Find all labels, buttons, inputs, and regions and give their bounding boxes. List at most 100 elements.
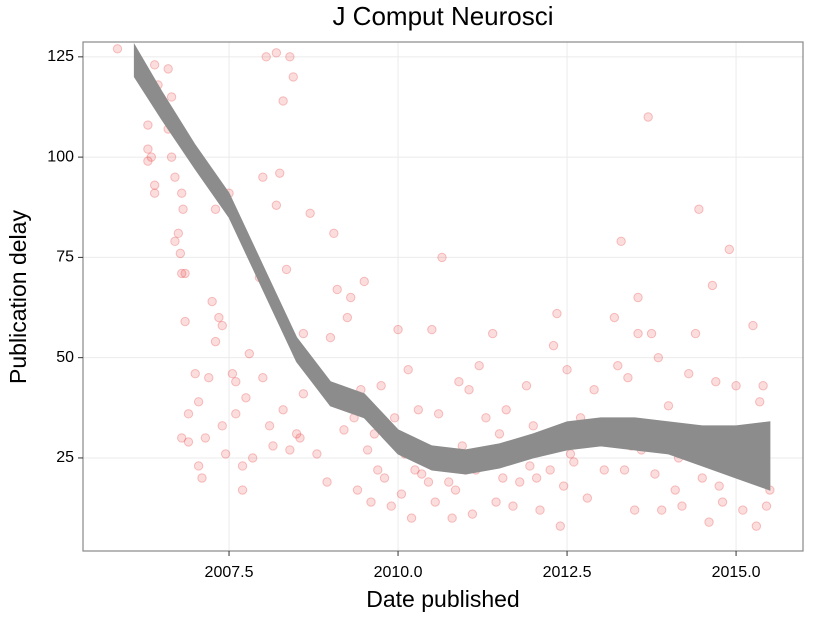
point	[528, 421, 538, 431]
point	[724, 244, 735, 255]
point	[558, 481, 569, 491]
point	[711, 377, 721, 387]
point	[464, 385, 474, 395]
point	[467, 509, 478, 519]
point	[376, 381, 386, 391]
point	[396, 489, 407, 499]
point	[599, 465, 609, 475]
point	[379, 473, 390, 483]
point	[623, 373, 633, 383]
point	[653, 352, 664, 363]
point	[487, 328, 498, 339]
panel-border	[82, 41, 804, 552]
point	[217, 421, 227, 431]
point	[180, 316, 190, 327]
point	[677, 501, 687, 511]
point	[619, 465, 630, 475]
point	[366, 497, 376, 507]
point	[508, 501, 518, 511]
point	[190, 369, 200, 379]
point	[285, 52, 295, 62]
x-tick-label: 2012.5	[543, 564, 592, 581]
point	[288, 72, 298, 82]
point	[149, 188, 160, 198]
point	[298, 328, 309, 339]
point	[112, 44, 123, 54]
point	[237, 485, 248, 495]
point	[633, 328, 643, 339]
point	[217, 320, 227, 331]
point	[285, 445, 295, 455]
point	[498, 473, 508, 483]
x-tick-label: 2015.0	[712, 564, 761, 581]
point	[231, 409, 241, 419]
point	[748, 320, 758, 331]
point	[295, 433, 305, 443]
point	[555, 521, 565, 531]
point	[450, 485, 461, 495]
chart-title: J Comput Neurosci	[332, 1, 553, 31]
point	[684, 369, 694, 379]
point	[423, 477, 434, 487]
point	[227, 369, 238, 379]
point	[305, 208, 315, 218]
point	[410, 465, 420, 475]
point	[444, 477, 454, 487]
point	[173, 228, 184, 239]
point	[616, 236, 626, 247]
point	[565, 449, 576, 459]
point	[761, 501, 772, 511]
point	[143, 144, 153, 154]
point	[237, 461, 248, 471]
point	[214, 312, 224, 323]
point	[143, 120, 153, 130]
point	[143, 156, 153, 166]
point	[210, 336, 221, 347]
point	[582, 493, 593, 503]
point	[393, 324, 403, 335]
point	[738, 505, 748, 515]
point	[247, 453, 258, 463]
point	[694, 204, 704, 214]
smooth-band	[133, 42, 771, 491]
point	[241, 393, 251, 403]
point	[373, 465, 383, 475]
y-tick-label: 75	[56, 249, 74, 266]
point	[339, 425, 349, 435]
point	[332, 284, 342, 295]
point	[714, 481, 724, 491]
point	[481, 413, 491, 423]
point	[175, 248, 186, 259]
point	[342, 312, 353, 323]
point	[690, 328, 701, 339]
point	[629, 505, 640, 515]
point	[430, 497, 440, 507]
point	[515, 477, 525, 487]
point	[312, 449, 322, 459]
point	[200, 433, 211, 443]
point	[531, 473, 542, 483]
point	[589, 385, 599, 395]
point	[569, 457, 579, 467]
point	[427, 324, 437, 335]
point	[166, 152, 177, 162]
point	[271, 48, 282, 58]
point	[562, 365, 572, 375]
point	[244, 348, 255, 359]
point	[494, 429, 505, 439]
point	[197, 473, 207, 483]
point	[149, 60, 160, 70]
point	[491, 497, 501, 507]
y-tick-label: 100	[47, 148, 74, 165]
point	[275, 168, 285, 178]
point	[643, 112, 653, 122]
point	[535, 505, 545, 515]
point	[717, 497, 728, 507]
x-axis-title: Date published	[366, 586, 519, 612]
point	[386, 501, 396, 511]
point	[447, 513, 457, 523]
point	[264, 421, 275, 431]
point	[177, 268, 187, 279]
point	[552, 308, 562, 319]
